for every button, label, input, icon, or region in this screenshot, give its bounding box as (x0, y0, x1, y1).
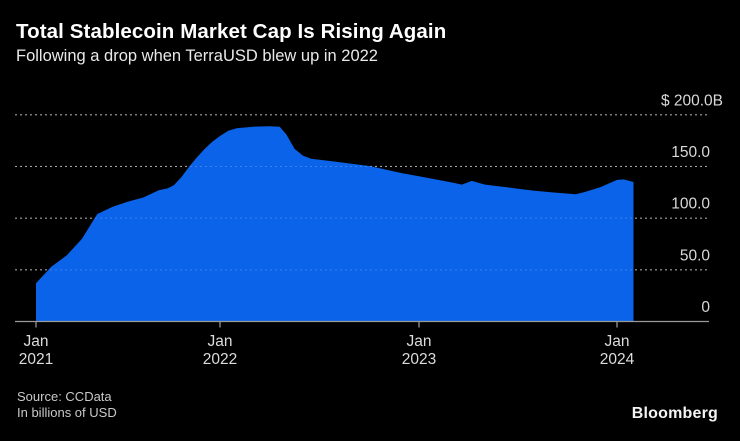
chart-subtitle: Following a drop when TerraUSD blew up i… (16, 47, 378, 65)
chart-header: Total Stablecoin Market Cap Is Rising Ag… (16, 20, 724, 66)
source-line: Source: CCData (17, 389, 112, 404)
x-axis-tick-label-year: 2023 (402, 351, 436, 368)
y-axis-tick-label: 150.0 (671, 144, 710, 161)
x-axis-tick-label-month: Jan (208, 333, 233, 350)
x-axis-tick-label-year: 2022 (203, 351, 237, 368)
x-axis-tick-label-month: Jan (407, 333, 432, 350)
unit-note: In billions of USD (17, 405, 117, 420)
x-axis-tick-label-year: 2021 (19, 351, 53, 368)
x-axis-tick-label-month: Jan (605, 333, 630, 350)
area-series-total-stablecoin-market-cap (36, 126, 634, 322)
bloomberg-logo: Bloomberg (631, 405, 718, 422)
x-axis-tick-label-month: Jan (24, 333, 49, 350)
y-axis-tick-label: 0 (701, 299, 710, 316)
y-axis-tick-label: $ 200.0B (661, 92, 723, 109)
source-note: Source: CCData In billions of USD (17, 389, 117, 421)
y-axis-tick-label: 100.0 (671, 196, 710, 213)
chart-title: Total Stablecoin Market Cap Is Rising Ag… (16, 20, 447, 43)
x-axis-tick-label-year: 2024 (600, 351, 635, 368)
y-axis-tick-label: 50.0 (680, 247, 711, 264)
